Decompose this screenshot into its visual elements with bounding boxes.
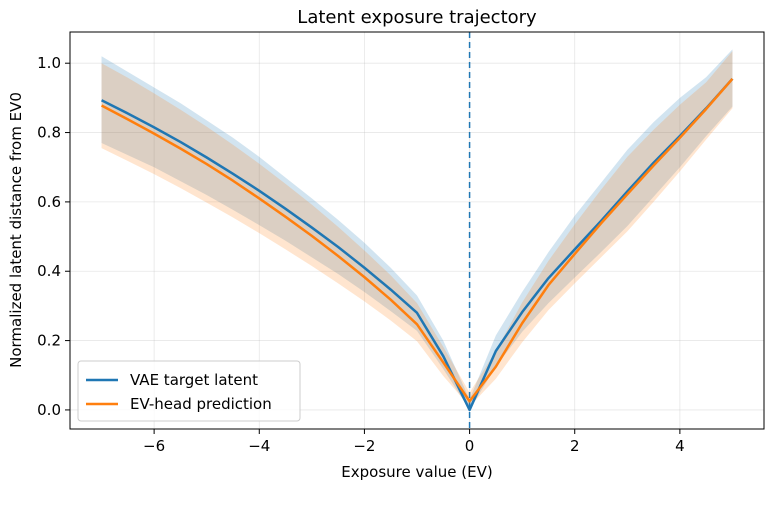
y-tick-label: 0.0: [37, 401, 61, 419]
y-tick-label: 1.0: [37, 54, 61, 72]
plot-frame: [69, 31, 765, 430]
legend-label-ev-head: EV-head prediction: [130, 395, 272, 413]
x-tick-label: −4: [248, 437, 270, 455]
x-tick-label: −2: [353, 437, 375, 455]
y-tick-label: 0.2: [37, 332, 61, 350]
y-axis-label: Normalized latent distance from EV0: [7, 92, 25, 368]
series-lines: [100, 77, 734, 412]
chart-title: Latent exposure trajectory: [297, 7, 537, 28]
y-tick-label: 0.8: [37, 124, 61, 142]
confidence-band-0: [101, 49, 733, 410]
grid-lines: [70, 32, 764, 429]
x-tick-label: 2: [570, 437, 580, 455]
y-tick-label: 0.6: [37, 193, 61, 211]
confidence-band-1: [101, 51, 733, 407]
series-line-1: [100, 77, 734, 403]
legend-label-vae-target: VAE target latent: [130, 371, 258, 389]
x-axis-label: Exposure value (EV): [341, 463, 492, 481]
legend-box: [77, 360, 301, 422]
confidence-bands: [101, 49, 733, 410]
y-tick-label: 0.4: [37, 262, 61, 280]
series-line-0: [100, 77, 734, 412]
x-tick-label: 4: [675, 437, 685, 455]
x-axis-ticks: −6 −4 −2 0 2 4: [143, 429, 685, 455]
y-axis-ticks: 0.0 0.2 0.4 0.6 0.8 1.0: [37, 54, 70, 419]
x-tick-label: −6: [143, 437, 165, 455]
legend: VAE target latent EV-head prediction: [77, 360, 301, 422]
x-tick-label: 0: [465, 437, 475, 455]
